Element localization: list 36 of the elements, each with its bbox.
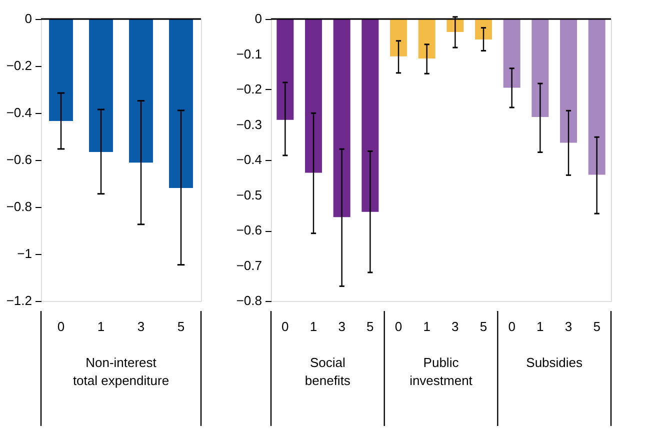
x-tick-label: 0 <box>508 319 516 334</box>
x-tick-label: 3 <box>452 319 459 334</box>
x-tick-label: 5 <box>480 319 488 334</box>
y-tick-label: −0.8 <box>236 293 262 308</box>
x-tick-label: 1 <box>423 319 430 334</box>
x-tick-label: 3 <box>137 319 145 334</box>
text: Social benefits <box>304 355 351 388</box>
y-tick-label: −0.8 <box>6 199 32 214</box>
y-tick-label: −1 <box>17 246 32 261</box>
x-tick-label: 5 <box>177 319 185 334</box>
x-tick-label: 0 <box>282 319 289 334</box>
x-tick-label: 5 <box>593 319 600 334</box>
x-axis-title: Non-interest total expenditure <box>72 355 170 388</box>
y-tick-label: −0.6 <box>6 152 32 167</box>
x-tick-label: 1 <box>97 319 105 334</box>
x-tick-label: 3 <box>338 319 346 334</box>
y-tick-label: −0.6 <box>236 222 262 238</box>
y-tick-label: −0.3 <box>236 116 262 132</box>
x-tick-label: 0 <box>394 319 402 334</box>
text: Public investment <box>410 355 473 388</box>
x-tick-label: 5 <box>366 319 374 334</box>
y-tick-label: −0.7 <box>236 258 262 273</box>
y-tick-label: 0 <box>254 11 262 26</box>
y-tick-label: −0.5 <box>236 187 262 202</box>
y-tick-label: −0.2 <box>236 82 262 96</box>
y-tick-label: −0.2 <box>6 58 32 73</box>
y-tick-label: −0.4 <box>236 152 262 167</box>
y-tick-label: −1.2 <box>6 293 32 308</box>
y-tick-label: 0 <box>24 11 32 26</box>
text: Subsidies <box>526 355 584 370</box>
x-tick-label: 3 <box>564 319 572 334</box>
x-tick-label: 1 <box>536 319 544 334</box>
y-tick-label: −0.1 <box>236 46 262 62</box>
x-tick-label: 1 <box>310 319 318 334</box>
y-tick-label: −0.4 <box>6 105 32 120</box>
x-tick-label: 0 <box>57 319 65 334</box>
